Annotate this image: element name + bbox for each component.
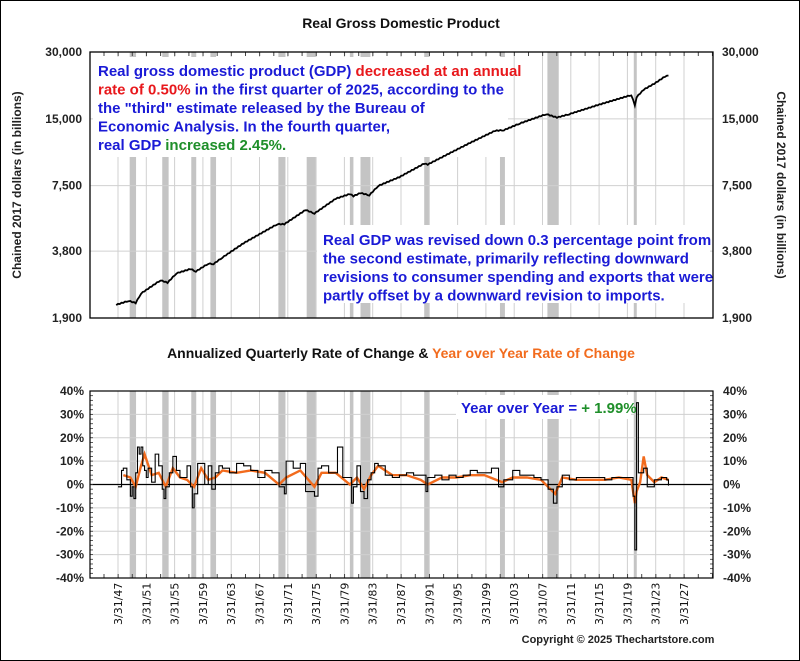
- gdp-chart-title: Real Gross Domestic Product: [302, 15, 500, 31]
- copyright: Copyright © 2025 Thechartstore.com: [522, 634, 715, 646]
- y-tick-label: 20%: [60, 431, 84, 445]
- x-tick-label: 3/31/27: [678, 583, 691, 625]
- y-tick-label: 40%: [723, 384, 747, 398]
- recession-band: [633, 52, 637, 318]
- x-tick-label: 3/31/15: [593, 583, 606, 625]
- recession-band: [349, 52, 354, 318]
- x-tick-label: 3/31/51: [140, 583, 153, 625]
- x-tick-label: 3/31/87: [395, 583, 408, 625]
- x-tick-label: 3/31/71: [282, 583, 295, 625]
- x-tick-label: 3/31/59: [197, 583, 210, 625]
- annotation-line: partly offset by a downward revision to …: [323, 288, 665, 305]
- y-tick-label: 30%: [723, 407, 747, 421]
- rate-series: [118, 402, 670, 551]
- x-tick-label: 3/31/19: [621, 583, 634, 625]
- rate-y-axis-right: 40% 30% 20% 10% 0% -10% -20% -30% -40%: [723, 384, 751, 585]
- x-tick-label: 3/31/83: [367, 583, 380, 625]
- gdp-series: [115, 74, 669, 306]
- recession-band: [306, 52, 316, 318]
- y-tick-label: 7,500: [722, 179, 752, 193]
- y-tick-label: 10%: [60, 454, 84, 468]
- y-tick-label: 0%: [723, 478, 741, 492]
- gdp-plot-border: [89, 51, 714, 319]
- annotation-line: rate of 0.50% in the first quarter of 20…: [98, 82, 504, 99]
- x-tick-label: 3/31/63: [225, 583, 238, 625]
- x-tick-label: 3/31/99: [480, 583, 493, 625]
- rate-x-axis: 3/31/47 3/31/51 3/31/55 3/31/59 3/31/63 3/31/…: [103, 574, 713, 625]
- gdp-y-axis-label-right: Chained 2017 dollars (in billions): [774, 91, 788, 278]
- gdp-annotation-summary: Real gross domestic product (GDP) decrea…: [93, 57, 521, 157]
- y-tick-label: 0%: [67, 478, 85, 492]
- recession-band: [499, 52, 505, 318]
- y-tick-label: 40%: [60, 384, 84, 398]
- gdp-y-axis-label-left: Chained 2017 dollars (in billions): [10, 91, 24, 278]
- annotation-line: revisions to consumer spending and expor…: [323, 269, 713, 286]
- recession-band: [191, 52, 197, 318]
- y-tick-label: 10%: [723, 454, 747, 468]
- y-tick-label: 3,800: [722, 244, 752, 258]
- quarterly-rate-line: [118, 402, 670, 551]
- x-tick-label: 3/31/79: [338, 583, 351, 625]
- recession-band: [278, 52, 286, 318]
- x-tick-label: 3/31/67: [254, 583, 267, 625]
- recession-band: [547, 52, 559, 318]
- y-tick-label: -40%: [56, 571, 84, 585]
- x-tick-label: 3/31/95: [452, 583, 465, 625]
- rate-gridlines: [90, 390, 713, 579]
- x-tick-label: 3/31/11: [565, 583, 578, 625]
- annotation-line: Real gross domestic product (GDP) decrea…: [98, 63, 521, 80]
- recession-band: [360, 52, 371, 318]
- recession-band: [129, 52, 137, 318]
- y-tick-label: 20%: [723, 431, 747, 445]
- gdp-y-axis-right: 30,000 15,000 7,500 3,800 1,900: [722, 45, 759, 325]
- y-tick-label: 3,800: [52, 244, 82, 258]
- x-tick-label: 3/31/91: [423, 583, 436, 625]
- x-tick-label: 3/31/03: [508, 583, 521, 625]
- yoy-annotation: Year over Year = + 1.99%: [456, 395, 637, 419]
- recession-band: [424, 52, 430, 318]
- y-tick-label: 30%: [60, 407, 84, 421]
- yoy-annotation-text: Year over Year = + 1.99%: [461, 400, 637, 417]
- x-tick-label: 3/31/47: [112, 583, 125, 625]
- annotation-background: [456, 395, 631, 419]
- y-tick-label: -20%: [723, 524, 751, 538]
- gdp-line: [115, 74, 669, 306]
- x-tick-label: 3/31/55: [169, 583, 182, 625]
- rate-plot-border: [89, 390, 714, 579]
- recession-band: [210, 52, 217, 318]
- x-tick-label: 3/31/75: [310, 583, 323, 625]
- y-tick-label: -20%: [56, 524, 84, 538]
- y-tick-label: 30,000: [722, 45, 759, 59]
- recession-band: [162, 52, 169, 318]
- rate-chart-title: Annualized Quarterly Rate of Change & Ye…: [167, 345, 635, 361]
- gdp-recession-bands: [129, 52, 637, 318]
- gdp-x-minor-ticks: [103, 52, 713, 56]
- y-tick-label: 30,000: [45, 45, 82, 59]
- annotation-line: the second estimate, primarily reflectin…: [323, 251, 689, 268]
- annotation-line: real GDP increased 2.45%.: [98, 137, 286, 154]
- annotation-background: [317, 225, 710, 303]
- y-tick-label: 1,900: [722, 311, 752, 325]
- y-tick-label: 7,500: [52, 179, 82, 193]
- y-tick-label: -30%: [723, 548, 751, 562]
- y-tick-label: 15,000: [722, 112, 759, 126]
- y-tick-label: 15,000: [45, 112, 82, 126]
- y-tick-label: -10%: [723, 501, 751, 515]
- y-tick-label: 1,900: [52, 311, 82, 325]
- y-tick-label: -40%: [723, 571, 751, 585]
- gdp-annotation-revision: Real GDP was revised down 0.3 percentage…: [317, 225, 713, 305]
- annotation-line: the "third" estimate released by the Bur…: [98, 100, 426, 117]
- y-tick-label: -30%: [56, 548, 84, 562]
- y-tick-label: -10%: [56, 501, 84, 515]
- annotation-line: Real GDP was revised down 0.3 percentage…: [323, 232, 711, 249]
- gdp-y-axis-left: 30,000 15,000 7,500 3,800 1,900: [45, 45, 82, 325]
- x-tick-label: 3/31/23: [650, 583, 663, 625]
- rate-y-axis-left: 40% 30% 20% 10% 0% -10% -20% -30% -40%: [56, 384, 84, 585]
- annotation-background: [93, 57, 508, 157]
- x-tick-label: 3/31/07: [537, 583, 550, 625]
- annotation-line: Economic Analysis. In the fourth quarter…: [98, 119, 390, 136]
